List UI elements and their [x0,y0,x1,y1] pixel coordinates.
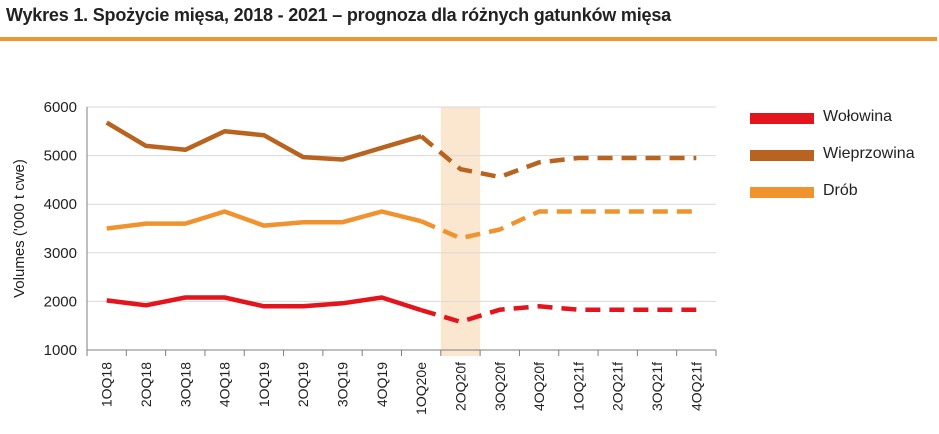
legend-label: Drób [823,182,858,199]
chart-title: Wykres 1. Spożycie mięsa, 2018 - 2021 – … [6,5,671,25]
y-axis-label: Volumes ('000 t cwe) [11,159,28,298]
x-tick-label: 2OQ19 [295,362,311,407]
y-tick-label: 4000 [44,196,77,213]
y-tick-label: 3000 [44,245,77,262]
legend-swatch [750,150,814,161]
x-tick-label: 2OQ18 [138,362,154,407]
x-tick-label: 1OQ20e [413,362,429,415]
x-tick-label: 1OQ18 [99,362,115,407]
y-tick-label: 6000 [44,99,77,116]
series-line-actual [106,295,422,313]
legend-label: Wieprzowina [823,145,915,162]
x-tick-label: 1OQ21f [570,362,586,411]
x-tick-label: 3OQ20f [492,362,508,411]
legend-label: Wołowina [823,108,893,125]
series-line-forecast [420,209,697,241]
x-tick-label: 2OQ20f [452,362,468,411]
x-tick-label: 2OQ21f [610,362,626,411]
y-tick-label: 5000 [44,148,77,165]
x-tick-label: 4OQ20f [531,362,547,411]
y-tick-label: 2000 [44,293,77,310]
x-tick-label: 3OQ18 [177,362,193,407]
series-line-actual [105,120,422,162]
legend-swatch [750,113,814,124]
title-divider [0,37,937,41]
y-tick-label: 1000 [44,342,77,359]
series-line-actual [106,209,422,231]
x-tick-label: 3OQ19 [335,362,351,407]
series-line-forecast [419,134,697,180]
x-tick-label: 4OQ18 [217,362,233,407]
x-tick-label: 1OQ19 [256,362,272,407]
legend-swatch [750,187,814,198]
x-tick-label: 4OQ21f [688,362,704,411]
x-tick-label: 3OQ21f [649,362,665,411]
x-tick-label: 4OQ19 [374,362,390,407]
